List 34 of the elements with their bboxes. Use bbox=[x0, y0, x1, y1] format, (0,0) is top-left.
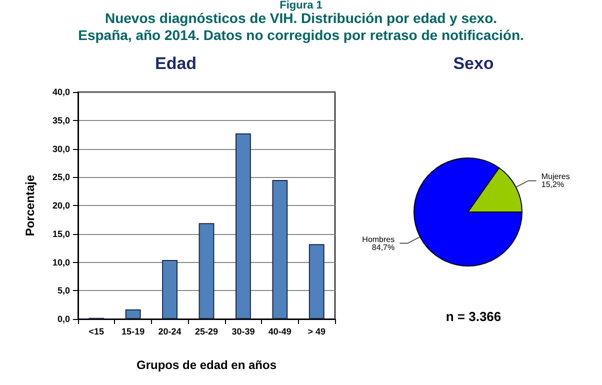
x-axis-title: Grupos de edad en años bbox=[136, 358, 277, 372]
x-tick-label: > 49 bbox=[308, 326, 326, 336]
bar bbox=[198, 223, 214, 319]
y-tick-label: 10,0 bbox=[52, 257, 70, 268]
chart-title: Sexo bbox=[453, 54, 494, 73]
y-tick-label: 30,0 bbox=[52, 144, 70, 154]
x-tick-label: 15-19 bbox=[122, 326, 145, 336]
y-tick-label: 5,0 bbox=[57, 286, 70, 296]
x-tick-label: 40-49 bbox=[268, 326, 292, 336]
y-axis-title: Porcentaje bbox=[23, 174, 37, 236]
bar bbox=[272, 180, 288, 319]
text: n = 3.366 bbox=[446, 309, 502, 324]
chart-title: Edad bbox=[155, 54, 197, 73]
y-tick-label: 35,0 bbox=[52, 115, 70, 126]
y-tick-label: 15,0 bbox=[52, 228, 70, 239]
slice-label: Hombres bbox=[362, 234, 395, 244]
y-tick-label: 25,0 bbox=[52, 172, 70, 182]
x-tick-label: 20-24 bbox=[158, 326, 182, 336]
x-tick-label: 25-29 bbox=[194, 326, 218, 336]
y-tick-label: 0,0 bbox=[57, 314, 70, 324]
text: España, año 2014. Datos no corregidos por retraso de notificación. bbox=[78, 27, 524, 43]
text: Nuevos diagnósticos de VIH. Distribución por edad y sexo. bbox=[104, 10, 498, 26]
bar bbox=[308, 244, 324, 319]
data-label: 15,2% bbox=[541, 180, 564, 190]
bar bbox=[125, 309, 141, 319]
bar bbox=[162, 260, 178, 319]
y-tick-label: 40,0 bbox=[52, 87, 70, 97]
x-tick-label: 30-39 bbox=[232, 326, 255, 336]
bar bbox=[236, 133, 251, 319]
x-tick-label: <15 bbox=[88, 326, 104, 336]
slice-label: Mujeres bbox=[541, 172, 570, 182]
y-tick-label: 20,0 bbox=[52, 200, 70, 210]
text: Figura 1 bbox=[280, 0, 322, 12]
data-label: 84,7% bbox=[372, 242, 395, 252]
